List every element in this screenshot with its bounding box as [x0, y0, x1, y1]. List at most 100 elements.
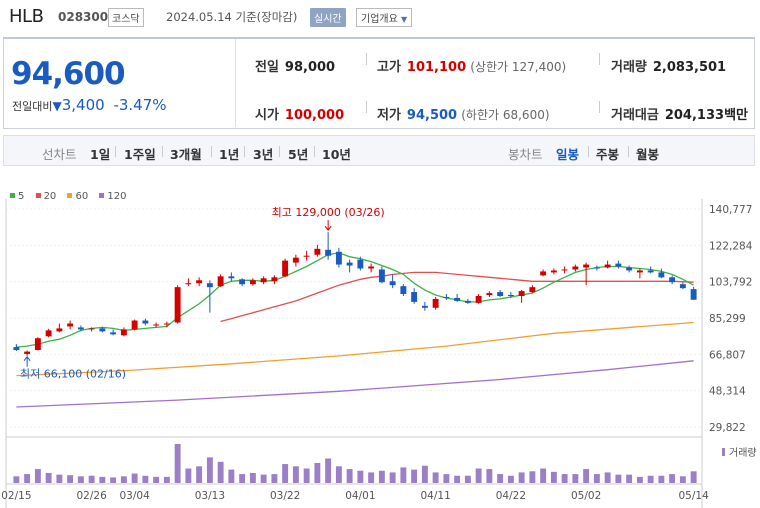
amount-value: 204,133: [664, 108, 725, 123]
candle-weekly[interactable]: 주봉: [596, 147, 620, 162]
candle-body: [335, 251, 342, 265]
legend-ma20: 20: [35, 191, 57, 202]
period-3y[interactable]: 3년: [253, 147, 274, 162]
change-row: 전일대비▼3,400 -3.47%: [12, 96, 167, 114]
candle-daily[interactable]: 일봉: [556, 147, 580, 162]
stock-name: HLB: [9, 6, 44, 27]
change-amount: 3,400: [61, 96, 105, 114]
volume-bar: [153, 476, 160, 483]
candle-body: [292, 257, 299, 263]
company-info-label: 기업개요: [361, 14, 398, 25]
legend-swatch: [35, 193, 41, 198]
volume-bar: [142, 475, 149, 483]
candle-body: [153, 324, 160, 326]
volume-legend-swatch: [722, 448, 725, 456]
divider: [211, 146, 212, 157]
volume-bar: [411, 469, 418, 483]
high-value: 101,100: [406, 60, 467, 75]
divider: [162, 146, 163, 157]
volume-bar: [626, 474, 633, 483]
candle-monthly[interactable]: 월봉: [636, 147, 660, 162]
prev-close-cell: 전일 98,000: [255, 56, 335, 75]
volume-bar: [56, 474, 63, 483]
candlestick-chart[interactable]: 140,777 122,284 103,792 85,299 66,807 48,314 2…: [0, 196, 760, 508]
realtime-button[interactable]: 실시간: [310, 8, 346, 27]
legend-ma60: 60: [67, 191, 88, 202]
volume-bar: [34, 469, 41, 483]
candle-body: [67, 323, 74, 327]
price-summary: 94,600 전일대비▼3,400 -3.47% 전일 98,000 고가 101,…: [3, 37, 755, 129]
volume-bar: [378, 470, 385, 483]
divider: [628, 146, 629, 157]
legend-ma5-label: 5: [18, 191, 25, 202]
stock-code: 028300: [58, 10, 109, 24]
x-tick-label: 04/11: [420, 490, 450, 502]
x-tick-label: 04/22: [496, 490, 526, 502]
candle-body: [432, 298, 439, 308]
volume-bar: [67, 475, 74, 483]
volume-bar: [647, 475, 654, 483]
candle-body: [421, 305, 428, 308]
candle-body: [13, 347, 20, 351]
candle-body: [34, 338, 41, 351]
company-info-button[interactable]: 기업개요 ▼: [356, 8, 413, 27]
period-1y[interactable]: 1년: [219, 147, 240, 162]
candle-body: [507, 295, 514, 297]
candle-body: [142, 320, 149, 324]
candle-body: [389, 281, 396, 286]
volume-bar: [77, 476, 84, 483]
divider: [314, 146, 315, 157]
period-3m[interactable]: 3개월: [170, 147, 202, 162]
volume-bar: [507, 475, 514, 483]
open-value: 100,000: [284, 108, 345, 123]
candle-body: [679, 284, 686, 289]
low-cell: 저가 94,500 (하한가 68,600): [377, 104, 550, 123]
legend-swatch: [10, 193, 15, 198]
volume-bar: [400, 467, 407, 483]
candle-body: [24, 351, 31, 354]
x-tick-label: 04/01: [345, 490, 375, 502]
volume-bar: [196, 466, 203, 483]
change-label: 전일대비: [12, 100, 53, 113]
candle-body: [604, 264, 611, 268]
volume-bar: [314, 462, 321, 483]
legend-ma20-label: 20: [43, 191, 57, 202]
x-tick-label: 03/13: [195, 490, 225, 502]
candle-body: [368, 266, 375, 269]
y-tick-label: 48,314: [709, 386, 746, 398]
candle-body: [615, 263, 622, 267]
candle-body: [540, 271, 547, 276]
x-tick-label: 03/04: [119, 490, 150, 502]
volume-bar: [131, 473, 138, 483]
divider: [244, 146, 245, 157]
candle-body: [443, 296, 450, 298]
period-1d[interactable]: 1일: [90, 147, 111, 162]
x-tick-label: 05/02: [571, 490, 601, 502]
ma120-line: [16, 360, 694, 408]
open-label: 시가: [255, 108, 279, 123]
chart-toolbar: 선차트 1일 1주일 3개월 1년 3년 5년 10년 봉차트 일봉 주봉 월봉: [3, 135, 755, 166]
period-5y[interactable]: 5년: [288, 147, 309, 162]
candle-body: [206, 283, 213, 288]
legend-ma60-label: 60: [75, 191, 89, 202]
volume-bar: [432, 472, 439, 483]
candle-body: [518, 291, 525, 296]
amount-label: 거래대금: [611, 108, 659, 123]
candle-body: [77, 327, 84, 330]
volume-bar: [88, 475, 95, 483]
volume-bar: [572, 474, 579, 483]
period-10y[interactable]: 10년: [322, 147, 351, 162]
y-tick-label: 29,822: [709, 422, 746, 434]
volume-bar: [24, 474, 31, 483]
legend-ma120: 120: [99, 191, 127, 202]
divider: [366, 53, 367, 65]
volume-bar: [228, 469, 235, 483]
upper-limit: (상한가 127,400): [470, 60, 567, 74]
low-value: 94,500: [406, 108, 458, 123]
period-1w[interactable]: 1주일: [124, 147, 156, 162]
volume-bar: [282, 464, 289, 483]
low-label: 저가: [377, 108, 401, 123]
divider: [588, 146, 589, 157]
candle-body: [593, 267, 600, 269]
candle-body: [647, 270, 654, 273]
